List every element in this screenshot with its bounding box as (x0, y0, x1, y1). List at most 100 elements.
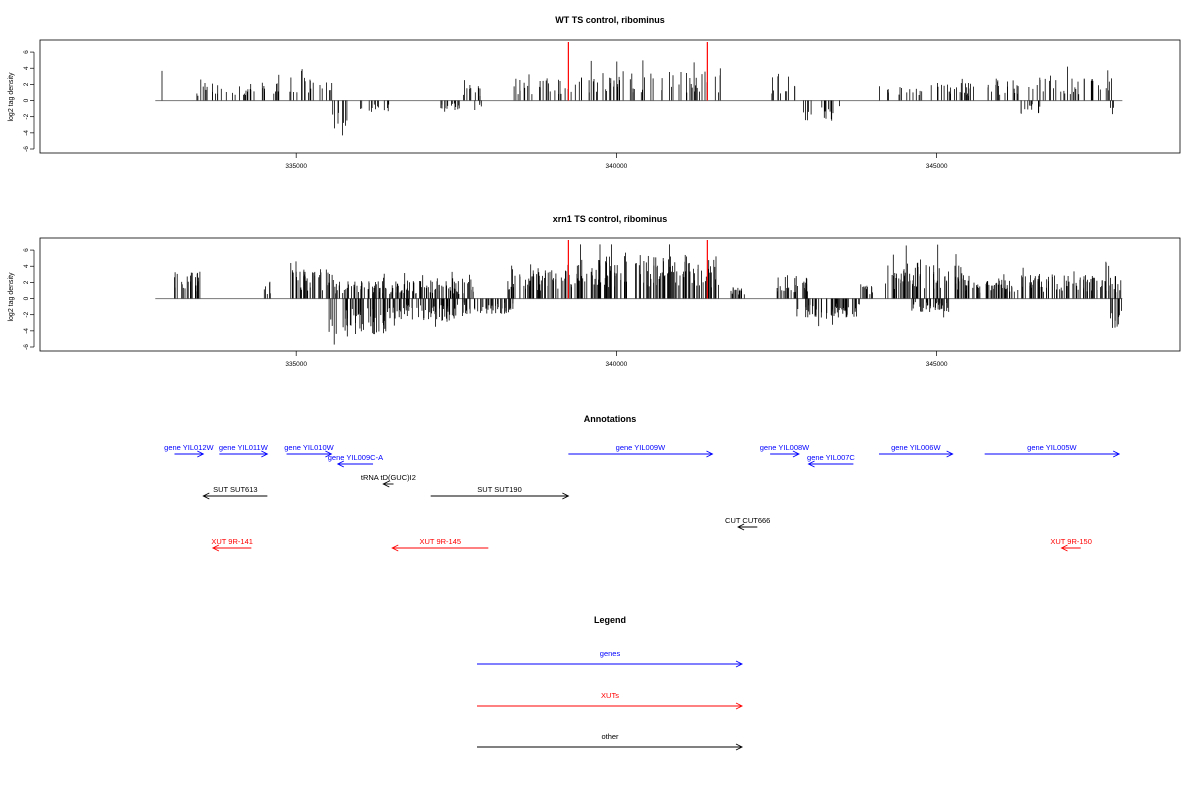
annotation-features: gene YIL012W gene YIL011W gene YIL010Wgene… (164, 443, 1121, 552)
y-tick-label: 0 (23, 296, 30, 300)
annotation-feature: SUT SUT613 (202, 485, 268, 500)
y-tick-label: 2 (23, 82, 30, 86)
xrn1-red-markers (567, 240, 708, 299)
legend-item: XUTs (477, 691, 744, 710)
wt-y-axis-label: log2 tag density (8, 72, 15, 122)
wt-red-markers (567, 42, 708, 101)
annotation-label: XUT 9R-141 (211, 537, 253, 546)
annotation-label: XUT 9R-150 (1050, 537, 1092, 546)
annotation-label: gene YIL006W (891, 443, 941, 452)
x-tick-label: 340000 (606, 163, 628, 170)
y-tick-label: -6 (23, 146, 30, 152)
y-tick-label: 2 (23, 280, 30, 284)
annotation-feature: SUT SUT190 (430, 485, 570, 500)
annotation-arrowhead (737, 523, 745, 531)
annotation-label: SUT SUT613 (213, 485, 257, 494)
annotation-label: gene YIL005W (1027, 443, 1077, 452)
x-tick-label: 345000 (926, 361, 948, 368)
legend-item: other (477, 732, 744, 751)
xrn1-y-axis: -6 -4 -2 0 2 4 6 (23, 248, 35, 350)
xrn1-x-axis: 335000 340000 345000 (285, 351, 948, 368)
y-tick-label: 0 (23, 98, 30, 102)
annotation-label: gene YIL007C (807, 453, 855, 462)
annotation-feature: gene YIL009C-A (328, 453, 383, 468)
legend-label: XUTs (601, 691, 619, 700)
annotation-arrowhead (562, 492, 570, 500)
annotation-feature: gene YIL005W (984, 443, 1121, 458)
annotation-label: gene YIL011W (219, 443, 269, 452)
annotation-label: tRNA tD(GUC)I2 (361, 473, 416, 482)
legend-items: genes XUTs other (477, 649, 744, 751)
annotation-feature: gene YIL009W (568, 443, 714, 458)
y-tick-label: -4 (23, 130, 30, 136)
xrn1-track-title: xrn1 TS control, ribominus (553, 214, 668, 224)
annotation-arrowhead (325, 450, 333, 458)
annotation-label: gene YIL009C-A (328, 453, 383, 462)
x-tick-label: 335000 (285, 163, 307, 170)
annotation-arrowhead (1112, 450, 1121, 458)
annotation-feature: XUT 9R-150 (1050, 537, 1092, 552)
x-tick-label: 345000 (926, 163, 948, 170)
annotation-arrowhead (792, 450, 800, 458)
annotation-label: XUT 9R-145 (420, 537, 462, 546)
annotation-feature: gene YIL012W (164, 443, 215, 458)
legend: Legend genes XUTs other (477, 615, 744, 751)
annotation-arrowhead (1060, 544, 1068, 552)
annotation-feature: gene YIL010W (284, 443, 335, 458)
xrn1-y-axis-label: log2 tag density (8, 272, 15, 322)
annotation-arrowhead (202, 492, 210, 500)
x-tick-label: 340000 (606, 361, 628, 368)
legend-title: Legend (594, 615, 626, 625)
y-tick-label: -2 (23, 311, 30, 317)
annotation-label: gene YIL009W (616, 443, 666, 452)
legend-label: genes (600, 649, 621, 658)
annotations-track: Annotations gene YIL012W gene YIL011W gene… (164, 414, 1121, 552)
y-tick-label: 6 (23, 50, 30, 54)
annotation-arrowhead (382, 480, 390, 488)
annotation-label: gene YIL012W (164, 443, 214, 452)
annotations-title: Annotations (584, 414, 637, 424)
y-tick-label: 4 (23, 264, 30, 268)
annotation-label: gene YIL008W (760, 443, 810, 452)
wt-density-bars (155, 60, 1123, 136)
wt-x-axis: 335000 340000 345000 (285, 153, 948, 170)
annotation-feature: CUT CUT666 (725, 516, 770, 531)
xrn1-density-bars (155, 244, 1123, 345)
annotation-arrowhead (807, 460, 815, 468)
annotation-feature: gene YIL011W (219, 443, 269, 458)
legend-arrowhead (735, 743, 744, 751)
wt-track-title: WT TS control, ribominus (555, 15, 665, 25)
legend-arrowhead (735, 660, 744, 668)
legend-item: genes (477, 649, 744, 668)
annotation-arrowhead (706, 450, 714, 458)
xrn1-plot-frame (39, 237, 1181, 352)
legend-arrowhead (735, 702, 744, 710)
wt-plot-frame (39, 39, 1181, 154)
y-tick-label: 4 (23, 66, 30, 70)
annotation-arrowhead (391, 544, 399, 552)
annotation-arrowhead (211, 544, 220, 552)
annotation-feature: gene YIL008W (760, 443, 810, 458)
xrn1-track-panel: xrn1 TS control, ribominus log2 tag dens… (8, 214, 1181, 368)
annotation-label: CUT CUT666 (725, 516, 770, 525)
y-tick-label: -4 (23, 328, 30, 334)
y-tick-label: 6 (23, 248, 30, 252)
annotation-feature: gene YIL007C (807, 453, 855, 468)
y-tick-label: -2 (23, 113, 30, 119)
annotation-arrowhead (336, 460, 345, 468)
annotation-feature: tRNA tD(GUC)I2 (361, 473, 416, 488)
annotation-arrowhead (197, 450, 205, 458)
x-tick-label: 335000 (285, 361, 307, 368)
wt-track-panel: WT TS control, ribominus log2 tag densit… (8, 15, 1181, 170)
annotation-arrowhead (261, 450, 269, 458)
annotation-label: gene YIL010W (284, 443, 334, 452)
annotation-arrowhead (946, 450, 954, 458)
wt-y-axis: -6 -4 -2 0 2 4 6 (23, 50, 35, 152)
annotation-feature: XUT 9R-145 (391, 537, 489, 552)
legend-label: other (601, 732, 619, 741)
annotation-feature: XUT 9R-141 (211, 537, 253, 552)
annotation-feature: gene YIL006W (878, 443, 954, 458)
annotation-label: SUT SUT190 (477, 485, 521, 494)
y-tick-label: -6 (23, 344, 30, 350)
